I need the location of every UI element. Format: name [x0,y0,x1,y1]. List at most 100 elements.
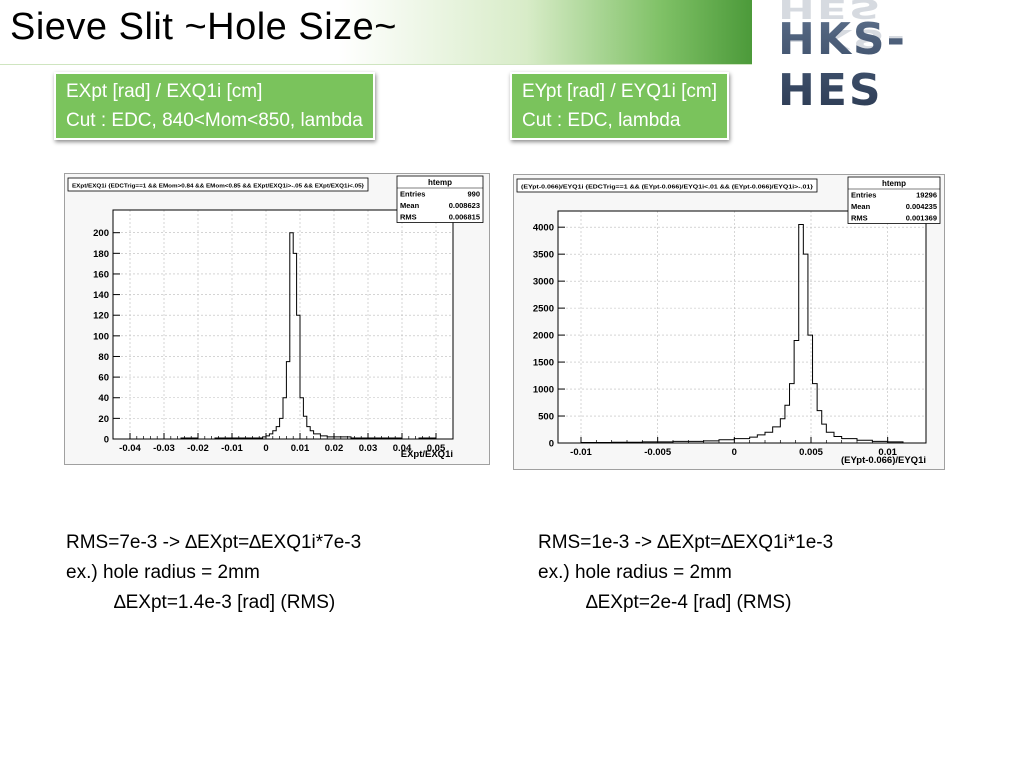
left-histogram-svg: -0.04 -0.03 -0.02 -0.01 0 0.01 0.02 0.03 0.04 0.0… [65,174,489,464]
y-tick-label: 160 [93,269,109,280]
right-cut-box: EYpt [rad] / EYQ1i [cm] Cut : EDC, lambd… [510,72,729,140]
x-tick-label: -0.005 [644,447,672,458]
y-tick-label: 20 [98,414,109,425]
left-cut-line1: EXpt [rad] / EXQ1i [cm] [66,81,263,102]
stats-label: Entries [851,191,876,200]
y-tick-label: 140 [93,290,109,301]
histogram-bin [765,432,773,443]
histogram-bin [297,315,300,439]
stats-box [396,175,484,223]
y-tick-label: 1500 [533,358,554,369]
histogram-bin [286,362,289,439]
x-tick-label: -0.01 [570,447,592,458]
histogram-bin [750,437,758,443]
y-tick-label: 120 [93,311,109,322]
histogram-bin [794,340,799,443]
logo-text: HKS-HES [778,14,988,116]
x-tick-label: 0 [263,443,268,454]
plot-title-box [67,177,369,192]
histogram-bin [757,435,765,443]
histogram-bin [773,427,781,443]
y-tick-label: 2500 [533,304,554,315]
y-tick-label: 60 [98,373,109,384]
title-band [0,0,752,65]
histogram-bin [290,233,293,439]
plot-title: (EYpt-0.066)/EYQ1i {EDCTrig==1 && (EYpt-… [521,185,814,191]
logo-reflection: HKS-HES [778,0,907,54]
histogram-bin [293,253,296,439]
plot-frame [558,211,926,443]
x-tick-label: 0.03 [359,443,378,454]
histogram-bin [780,419,785,443]
x-axis-label: (EYpt-0.066)/EYQ1i [841,455,926,466]
y-tick-label: 4000 [533,223,554,234]
left-histogram: -0.04 -0.03 -0.02 -0.01 0 0.01 0.02 0.03 0.04 0.0… [64,173,490,465]
histogram-bin [310,431,313,439]
right-notes-line1: RMS=1e-3 -> ∆EXpt=∆EXQ1i*1e-3 [538,532,834,553]
x-tick-label: 0.02 [325,443,344,454]
stats-label: Entries [400,190,425,199]
left-cut-box: EXpt [rad] / EXQ1i [cm] Cut : EDC, 840<M… [54,72,375,140]
histogram-bin [808,335,813,443]
slide-title: Sieve Slit ~Hole Size~ [10,6,397,48]
right-histogram-svg: -0.01 -0.005 0 0.005 0.01 0 500 1000 1500 2000 250… [514,175,944,469]
histogram-bin [269,434,272,439]
y-tick-label: 2000 [533,331,554,342]
histogram-bin [826,432,834,443]
left-notes-line2: ex.) hole radius = 2mm [66,562,260,583]
left-cut-line2: Cut : EDC, 840<Mom<850, lambda [66,110,363,131]
x-tick-label: 0 [732,447,737,458]
x-tick-label: -0.02 [187,443,209,454]
histogram-bin [307,427,310,439]
y-tick-label: 40 [98,393,109,404]
stats-value: 0.004235 [906,202,937,211]
histogram-bin [834,437,842,443]
stats-value: 0.001369 [906,214,937,223]
right-cut-line1: EYpt [rad] / EYQ1i [cm] [522,81,717,102]
stats-value: 0.006815 [449,213,480,222]
histogram-bin [785,405,790,443]
x-tick-label: -0.04 [119,443,141,454]
histogram-bin [813,384,818,443]
hks-hes-logo: HKS-HES HKS-HES [778,0,988,116]
stats-label: Mean [851,202,871,211]
histogram-bin [790,384,795,443]
plot-frame-border [112,209,454,440]
x-tick-label: 0.01 [291,443,310,454]
y-tick-label: 1000 [533,385,554,396]
histogram-bin [817,411,822,443]
y-tick-label: 3500 [533,250,554,261]
histogram-bin [300,398,303,439]
stats-box [847,176,941,224]
stats-value: 0.008623 [449,201,480,210]
y-tick-label: 200 [93,228,109,239]
left-notes: RMS=7e-3 -> ∆EXpt=∆EXQ1i*7e-3 ex.) hole … [66,528,361,618]
x-tick-label: -0.03 [153,443,175,454]
y-tick-label: 80 [98,352,109,363]
y-tick-label: 3000 [533,277,554,288]
x-axis-label: EXpt/EXQ1i [401,449,453,460]
histogram-bin [276,427,279,439]
histogram-outline [580,223,904,443]
x-tick-label: 0.01 [878,447,897,458]
stats-value: 990 [467,190,480,199]
stats-label: RMS [400,213,417,222]
plot-title: EXpt/EXQ1i {EDCTrig==1 && EMom>0.84 && E… [72,184,365,190]
histogram-outline [130,232,437,440]
histogram-bin [799,224,804,443]
y-tick-label: 500 [538,412,554,423]
right-notes-line3: ∆EXpt=2e-4 [rad] (RMS) [586,592,792,613]
histogram-bin [273,431,276,439]
right-notes: RMS=1e-3 -> ∆EXpt=∆EXQ1i*1e-3 ex.) hole … [538,528,833,618]
stats-name: htemp [882,179,906,188]
histogram-bin [803,254,808,443]
plot-title-box [516,178,818,193]
histogram-bin [303,416,306,439]
stats-label: RMS [851,214,868,223]
right-notes-line2: ex.) hole radius = 2mm [538,562,732,583]
x-tick-label: 0.04 [393,443,412,454]
y-tick-label: 100 [93,331,109,342]
left-notes-line1: RMS=7e-3 -> ∆EXpt=∆EXQ1i*7e-3 [66,532,362,553]
y-tick-label: 0 [104,435,109,446]
histogram-bin [842,439,857,443]
